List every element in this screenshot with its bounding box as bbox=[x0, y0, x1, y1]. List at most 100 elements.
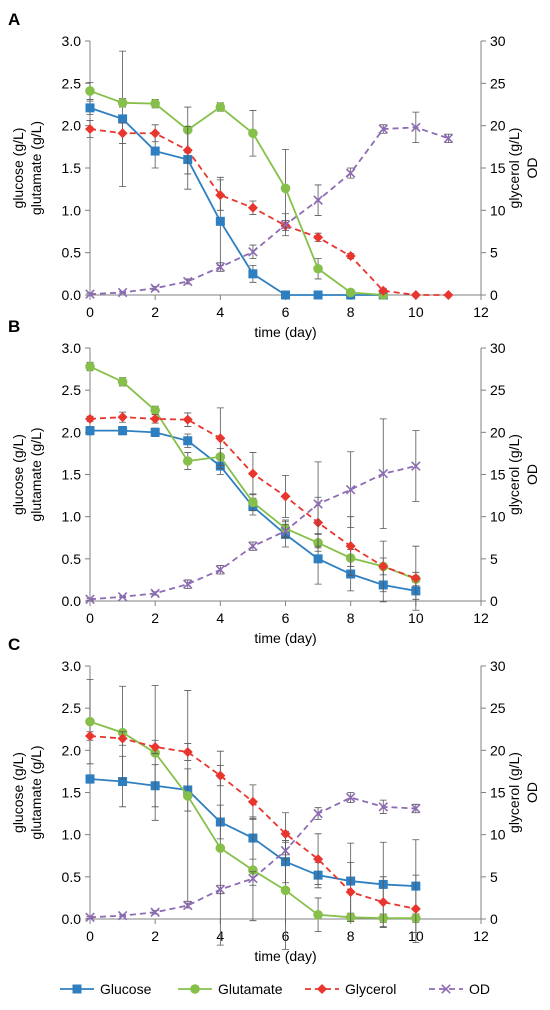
od-point bbox=[182, 579, 193, 589]
y-left-tick-label: 1.0 bbox=[62, 202, 82, 218]
y-right-tick-label: 10 bbox=[490, 509, 506, 525]
od-point bbox=[378, 124, 389, 134]
x-tick-label: 10 bbox=[408, 610, 424, 626]
x-tick-label: 6 bbox=[282, 304, 290, 320]
legend-item-glutamate: Glutamate bbox=[178, 981, 283, 997]
legend-swatch-marker bbox=[72, 984, 82, 994]
legend-label: OD bbox=[469, 981, 490, 997]
od-point bbox=[345, 168, 356, 178]
glycerol-point bbox=[378, 561, 389, 572]
y-left-tick-label: 2.5 bbox=[62, 382, 82, 398]
x-axis-label: time (day) bbox=[254, 324, 316, 340]
y-right-tick-label: 0 bbox=[490, 593, 498, 609]
glutamate-point bbox=[215, 102, 226, 112]
glucose-line bbox=[89, 107, 384, 296]
glycerol-point bbox=[247, 468, 258, 479]
glutamate-point bbox=[248, 128, 258, 139]
glycerol-point bbox=[85, 124, 95, 135]
glutamate-point bbox=[345, 287, 356, 298]
y-right-tick-label: 15 bbox=[490, 785, 506, 801]
glucose-point bbox=[313, 554, 323, 564]
series-glutamate bbox=[85, 82, 389, 300]
glycerol-point bbox=[247, 202, 258, 213]
y-left-tick-label: 2.5 bbox=[62, 75, 82, 91]
glutamate-point bbox=[215, 843, 226, 853]
glutamate-point bbox=[182, 791, 193, 801]
series-glycerol bbox=[85, 120, 454, 300]
od-point bbox=[345, 484, 356, 495]
series-glycerol bbox=[85, 730, 421, 944]
glucose-point bbox=[313, 290, 323, 300]
y-left-tick-label: 2.0 bbox=[62, 742, 82, 758]
x-tick-label: 0 bbox=[86, 610, 94, 626]
series-od bbox=[85, 418, 421, 605]
x-tick-label: 4 bbox=[216, 304, 224, 320]
x-tick-label: 10 bbox=[408, 304, 424, 320]
glycerol-point bbox=[85, 413, 95, 424]
glycerol-point bbox=[117, 412, 128, 423]
glutamate-point bbox=[182, 456, 193, 466]
y-left-tick-label: 0.5 bbox=[62, 869, 82, 885]
y-left-tick-label: 2.5 bbox=[62, 700, 82, 716]
x-tick-label: 8 bbox=[347, 610, 355, 626]
y-right-axis-label: OD bbox=[524, 158, 540, 179]
y-left-tick-label: 1.0 bbox=[62, 827, 82, 843]
panel-label: C bbox=[8, 635, 20, 654]
y-left-tick-label: 2.0 bbox=[62, 424, 82, 440]
y-left-tick-label: 0.0 bbox=[62, 911, 82, 927]
glucose-point bbox=[85, 426, 95, 436]
legend-swatch-marker bbox=[317, 984, 327, 994]
y-right-tick-label: 5 bbox=[490, 245, 498, 261]
series-glutamate bbox=[85, 361, 421, 587]
glycerol-point bbox=[443, 290, 454, 300]
od-point bbox=[215, 262, 226, 272]
y-right-tick-label: 20 bbox=[490, 424, 506, 440]
x-tick-label: 2 bbox=[151, 928, 159, 944]
glucose-point bbox=[281, 290, 290, 300]
legend-item-glucose: Glucose bbox=[60, 981, 152, 997]
glycerol-point bbox=[215, 190, 226, 201]
od-point bbox=[182, 276, 193, 287]
series-od bbox=[85, 792, 421, 923]
glutamate-point bbox=[150, 98, 160, 109]
legend-label: Glycerol bbox=[345, 981, 396, 997]
y-left-tick-label: 0.5 bbox=[62, 551, 82, 567]
glycerol-point bbox=[345, 541, 356, 552]
y-left-axis-label: glucose (g/L) bbox=[10, 434, 26, 515]
y-left-tick-label: 0.0 bbox=[62, 593, 82, 609]
y-right-tick-label: 0 bbox=[490, 911, 498, 927]
y-right-tick-label: 0 bbox=[490, 287, 498, 303]
chart-panel-b: B 0.0 0.5 1.0 1.5 2.0 2.5 3.0 0 5 10 15 20 25 30 0 2 4 6 8 1… bbox=[8, 317, 540, 646]
od-line bbox=[89, 126, 449, 296]
glutamate-point bbox=[117, 98, 128, 108]
y-right-tick-label: 5 bbox=[490, 551, 498, 567]
y-left-axis-label: glucose (g/L) bbox=[10, 128, 26, 209]
panel-label: A bbox=[8, 10, 20, 29]
legend-label: Glucose bbox=[100, 981, 152, 997]
glutamate-point bbox=[248, 497, 258, 508]
od-point bbox=[313, 808, 323, 819]
legend-swatch-marker bbox=[441, 984, 451, 994]
y-right-tick-label: 25 bbox=[490, 382, 506, 398]
y-right-tick-label: 15 bbox=[490, 160, 506, 176]
od-point bbox=[150, 588, 160, 599]
y-right-axis-label: glycerol (g/L) bbox=[506, 128, 522, 209]
od-point bbox=[117, 287, 128, 298]
y-left-tick-label: 0.5 bbox=[62, 245, 82, 261]
x-tick-label: 4 bbox=[216, 610, 224, 626]
x-tick-label: 8 bbox=[347, 304, 355, 320]
glycerol-point bbox=[280, 491, 291, 502]
glycerol-point bbox=[410, 573, 421, 584]
glycerol-point bbox=[378, 897, 389, 908]
y-left-tick-label: 1.0 bbox=[62, 509, 82, 525]
y-left-axis-label: glucose (g/L) bbox=[10, 752, 26, 833]
od-point bbox=[215, 565, 226, 575]
x-tick-label: 2 bbox=[151, 610, 159, 626]
y-right-axis-label: OD bbox=[524, 464, 540, 485]
y-left-tick-label: 1.5 bbox=[62, 467, 82, 483]
y-left-axis-label: glutamate (g/L) bbox=[28, 427, 44, 521]
glutamate-point bbox=[117, 376, 128, 387]
glycerol-point bbox=[410, 903, 421, 914]
glucose-point bbox=[215, 216, 225, 226]
